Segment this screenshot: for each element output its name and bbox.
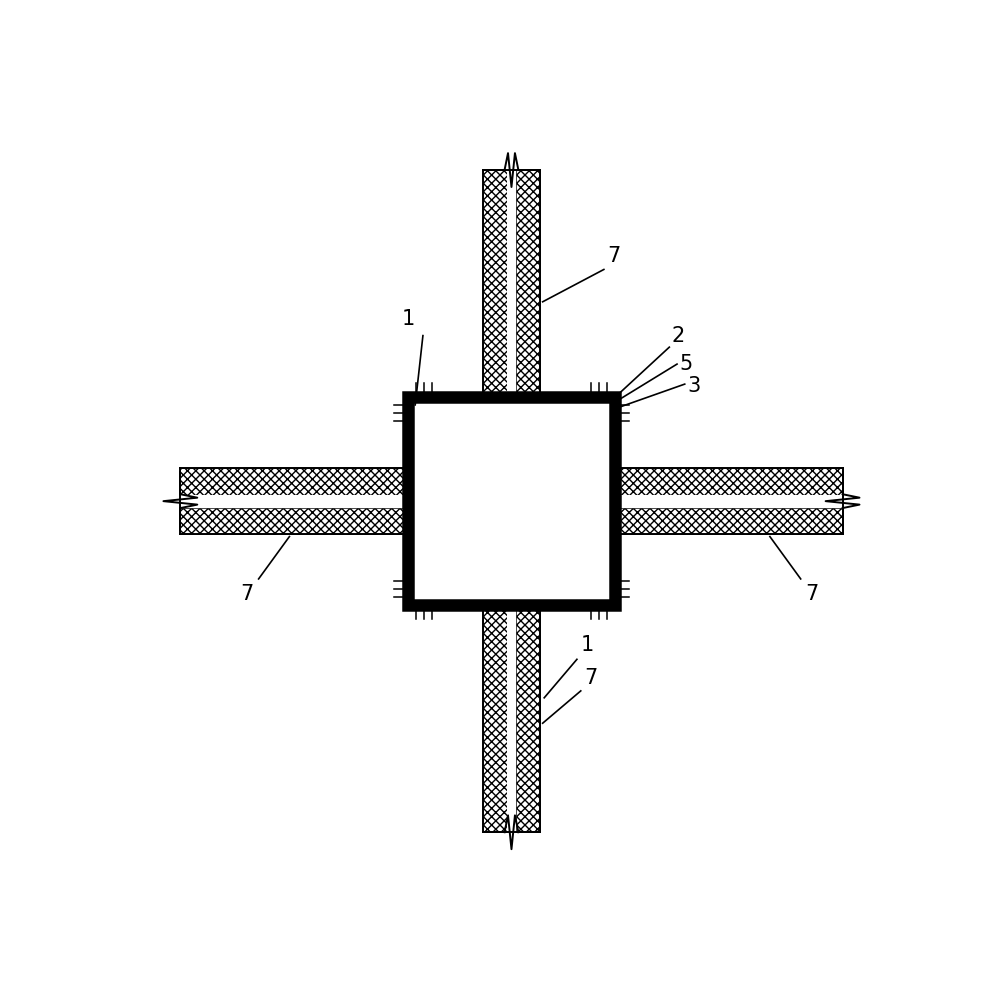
Text: 7: 7 bbox=[241, 584, 253, 604]
Polygon shape bbox=[483, 605, 540, 832]
Polygon shape bbox=[181, 468, 407, 534]
Polygon shape bbox=[507, 170, 516, 397]
Text: 3: 3 bbox=[687, 376, 701, 396]
Text: 5: 5 bbox=[680, 354, 693, 374]
Polygon shape bbox=[507, 605, 516, 832]
Text: 7: 7 bbox=[805, 584, 818, 604]
Text: 1: 1 bbox=[402, 309, 415, 329]
Polygon shape bbox=[616, 495, 842, 508]
Polygon shape bbox=[483, 170, 540, 397]
Polygon shape bbox=[483, 170, 507, 397]
Text: 7: 7 bbox=[584, 668, 597, 688]
Polygon shape bbox=[407, 397, 616, 605]
Text: 6: 6 bbox=[480, 479, 505, 516]
Polygon shape bbox=[181, 468, 407, 495]
Text: 7: 7 bbox=[607, 246, 620, 266]
Text: 1: 1 bbox=[581, 635, 594, 655]
Text: 2: 2 bbox=[672, 326, 685, 346]
Polygon shape bbox=[516, 605, 540, 832]
Polygon shape bbox=[616, 508, 842, 534]
Polygon shape bbox=[616, 468, 842, 534]
Polygon shape bbox=[181, 495, 407, 508]
Polygon shape bbox=[483, 605, 507, 832]
Polygon shape bbox=[181, 508, 407, 534]
Polygon shape bbox=[616, 468, 842, 495]
Polygon shape bbox=[516, 170, 540, 397]
